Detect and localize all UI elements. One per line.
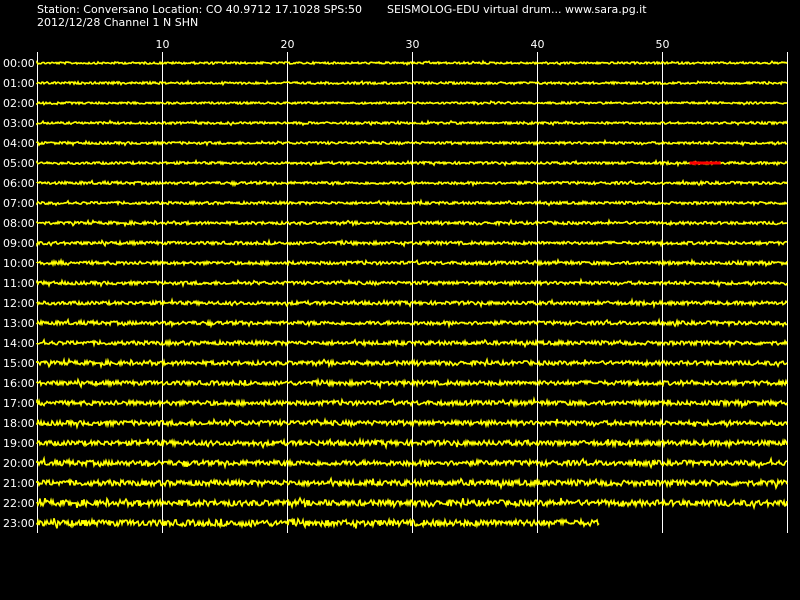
row-label-2300: 23:00 bbox=[3, 517, 35, 530]
x-tick-label-20: 20 bbox=[281, 38, 295, 51]
row-label-1500: 15:00 bbox=[3, 357, 35, 370]
trace-row-1200 bbox=[36, 297, 788, 310]
trace-row-1400 bbox=[36, 337, 788, 349]
row-label-0200: 02:00 bbox=[3, 97, 35, 110]
row-label-1400: 14:00 bbox=[3, 337, 35, 350]
trace-row-1600 bbox=[36, 377, 788, 390]
x-tick-label-30: 30 bbox=[406, 38, 420, 51]
trace-row-1300 bbox=[36, 317, 788, 329]
trace-row-2300 bbox=[36, 516, 600, 530]
trace-row-0300 bbox=[36, 119, 788, 127]
trace-row-1700 bbox=[36, 395, 788, 410]
row-label-0900: 09:00 bbox=[3, 237, 35, 250]
events bbox=[689, 160, 721, 166]
labels: 10 20 30 40 50 00:00 01:00 02:00 03:00 04:00 05:00… bbox=[3, 38, 670, 530]
trace-row-2000 bbox=[36, 455, 788, 470]
traces bbox=[36, 59, 788, 530]
trace-row-0000 bbox=[36, 59, 788, 67]
row-label-1000: 10:00 bbox=[3, 257, 35, 270]
trace-row-0200 bbox=[36, 99, 788, 106]
row-label-1800: 18:00 bbox=[3, 417, 35, 430]
row-label-0000: 00:00 bbox=[3, 57, 35, 70]
row-label-0400: 04:00 bbox=[3, 137, 35, 150]
trace-row-1900 bbox=[36, 436, 788, 451]
row-label-1700: 17:00 bbox=[3, 397, 35, 410]
trace-row-0100 bbox=[36, 79, 788, 87]
event-marker-head-0 bbox=[689, 160, 696, 166]
row-label-0100: 01:00 bbox=[3, 77, 35, 90]
trace-row-1500 bbox=[36, 356, 788, 370]
trace-row-1800 bbox=[36, 416, 788, 430]
date-channel-info: 2012/12/28 Channel 1 N SHN bbox=[37, 16, 199, 29]
row-label-0800: 08:00 bbox=[3, 217, 35, 230]
row-label-2200: 22:00 bbox=[3, 497, 35, 510]
row-label-1300: 13:00 bbox=[3, 317, 35, 330]
x-tick-label-50: 50 bbox=[656, 38, 670, 51]
row-label-2100: 21:00 bbox=[3, 477, 35, 490]
trace-row-2100 bbox=[36, 476, 788, 491]
row-label-1600: 16:00 bbox=[3, 377, 35, 390]
station-info: Station: Conversano Location: CO 40.9712… bbox=[37, 3, 362, 16]
trace-row-2200 bbox=[36, 496, 788, 511]
row-label-1100: 11:00 bbox=[3, 277, 35, 290]
x-tick-label-40: 40 bbox=[531, 38, 545, 51]
x-tick-label-10: 10 bbox=[156, 38, 170, 51]
trace-row-0400 bbox=[36, 138, 788, 147]
row-label-1200: 12:00 bbox=[3, 297, 35, 310]
trace-row-0500 bbox=[36, 158, 788, 168]
trace-row-0700 bbox=[36, 198, 788, 207]
row-label-0600: 06:00 bbox=[3, 177, 35, 190]
row-label-0300: 03:00 bbox=[3, 117, 35, 130]
trace-row-0600 bbox=[36, 178, 788, 188]
trace-row-1100 bbox=[36, 277, 788, 288]
row-label-0700: 07:00 bbox=[3, 197, 35, 210]
row-label-1900: 19:00 bbox=[3, 437, 35, 450]
trace-row-1000 bbox=[36, 257, 788, 268]
row-label-0500: 05:00 bbox=[3, 157, 35, 170]
trace-row-0900 bbox=[36, 238, 788, 248]
trace-row-0800 bbox=[36, 218, 788, 228]
row-label-2000: 20:00 bbox=[3, 457, 35, 470]
grid bbox=[37, 52, 788, 533]
app-info: SEISMOLOG-EDU virtual drum... www.sara.p… bbox=[387, 3, 647, 16]
